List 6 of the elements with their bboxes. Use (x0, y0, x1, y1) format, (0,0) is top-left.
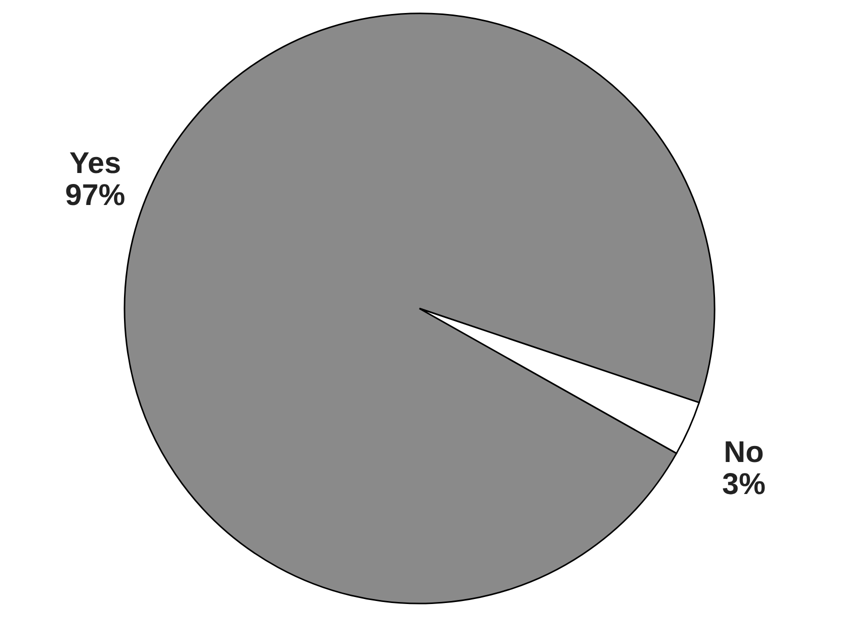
data-label: 97% (65, 179, 126, 212)
slice-label: Yes (69, 147, 122, 180)
pie-slice (418, 308, 700, 454)
slice-label: No (724, 436, 764, 469)
pie-slice (124, 13, 715, 604)
data-label: 3% (722, 468, 766, 501)
